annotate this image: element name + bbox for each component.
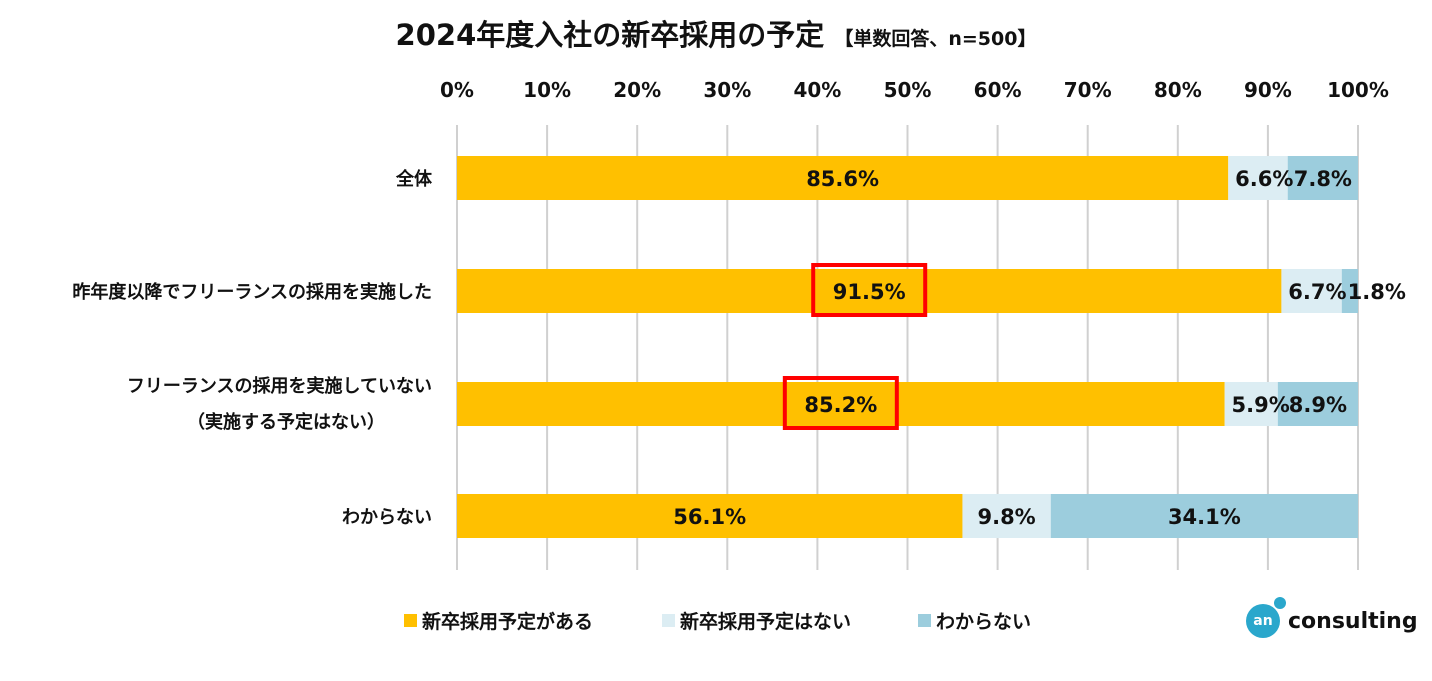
logo-text: consulting	[1288, 608, 1418, 634]
x-tick-label: 90%	[1244, 78, 1292, 102]
x-tick-label: 0%	[440, 78, 474, 102]
bar-segment	[1341, 269, 1358, 313]
category-label: わからない	[342, 507, 432, 528]
legend-label: わからない	[936, 611, 1031, 633]
bar-segment	[962, 494, 1051, 538]
category-label: 昨年度以降でフリーランスの採用を実施した	[72, 281, 432, 303]
chart-title: 2024年度入社の新卒採用の予定 【単数回答、n=500】	[0, 12, 1432, 54]
x-tick-label: 20%	[613, 78, 661, 102]
data-label: 6.7%	[1288, 280, 1346, 304]
legend-label: 新卒採用予定はない	[680, 610, 851, 633]
data-label: 6.6%	[1235, 167, 1293, 191]
bar-segment	[457, 494, 963, 538]
legend-swatch	[662, 614, 675, 627]
category-label: フリーランスの採用を実施していない	[127, 375, 432, 397]
x-tick-label: 10%	[523, 78, 571, 102]
title-text: 2024年度入社の新卒採用の予定	[395, 18, 825, 52]
x-tick-label: 100%	[1327, 78, 1389, 102]
x-tick-label: 60%	[974, 78, 1022, 102]
category-label: （実施する予定はない）	[187, 411, 385, 433]
bar-segment	[1228, 156, 1288, 200]
data-label: 91.5%	[833, 280, 906, 304]
logo-mark: an	[1246, 597, 1286, 638]
data-label: 9.8%	[977, 505, 1035, 529]
x-tick-label: 30%	[703, 78, 751, 102]
bar-segment	[457, 156, 1229, 200]
bar-segment	[457, 269, 1282, 313]
data-label: 1.8%	[1348, 280, 1406, 304]
data-label: 85.2%	[804, 393, 877, 417]
data-label: 34.1%	[1168, 505, 1241, 529]
legend-swatch	[404, 614, 417, 627]
category-label: 全体	[395, 168, 433, 190]
x-tick-label: 50%	[884, 78, 932, 102]
highlight-box	[811, 263, 928, 317]
bar-segment	[1287, 156, 1358, 200]
highlight-box	[782, 376, 899, 430]
bar-segment	[1277, 382, 1358, 426]
subtitle: 【単数回答、n=500】	[834, 28, 1037, 50]
an-consulting-logo: an consulting	[1246, 597, 1418, 638]
data-label: 7.8%	[1294, 167, 1352, 191]
legend-label: 新卒採用予定がある	[422, 610, 593, 633]
x-tick-label: 80%	[1154, 78, 1202, 102]
bar-segment	[457, 382, 1225, 426]
data-label: 56.1%	[673, 505, 746, 529]
data-label: 85.6%	[806, 167, 879, 191]
x-tick-label: 70%	[1064, 78, 1112, 102]
bar-segment	[1050, 494, 1358, 538]
bar-segment	[1281, 269, 1342, 313]
bar-segment	[1224, 382, 1278, 426]
x-tick-label: 40%	[793, 78, 841, 102]
data-label: 8.9%	[1289, 393, 1347, 417]
data-label: 5.9%	[1232, 393, 1290, 417]
legend-swatch	[918, 614, 931, 627]
